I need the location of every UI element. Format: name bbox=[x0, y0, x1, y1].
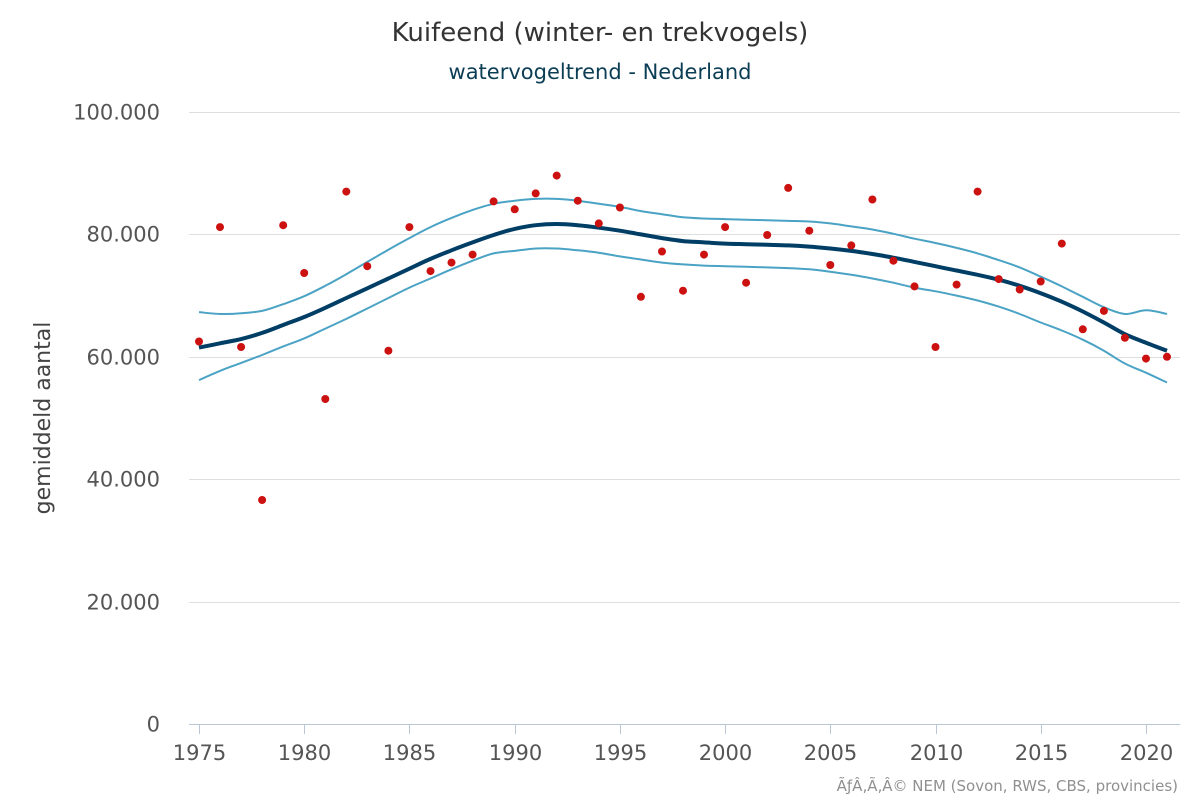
data-point bbox=[973, 187, 982, 196]
data-point bbox=[195, 337, 203, 346]
data-point bbox=[216, 223, 224, 232]
x-tick-label: 1990 bbox=[489, 741, 542, 765]
data-point bbox=[1142, 354, 1150, 363]
data-point bbox=[594, 219, 603, 228]
upper-bound-line bbox=[198, 197, 1168, 316]
data-point bbox=[1099, 306, 1108, 315]
x-tick-label: 2000 bbox=[699, 741, 752, 765]
data-point bbox=[1078, 325, 1087, 334]
data-point bbox=[763, 231, 772, 239]
x-tick-label: 2020 bbox=[1120, 741, 1173, 765]
chart-subtitle: watervogeltrend - Nederland bbox=[449, 60, 752, 84]
data-point bbox=[910, 282, 919, 291]
data-point bbox=[636, 292, 645, 301]
data-point bbox=[679, 286, 687, 295]
x-tick-label: 2015 bbox=[1015, 741, 1068, 765]
data-point bbox=[468, 250, 477, 259]
data-point bbox=[489, 197, 498, 206]
data-point bbox=[321, 395, 330, 403]
data-point bbox=[784, 183, 793, 192]
y-axis-ticks: 0 20.000 40.000 60.000 80.000 100.000 bbox=[73, 101, 160, 737]
series bbox=[198, 197, 1168, 384]
data-point bbox=[700, 250, 708, 259]
data-point bbox=[1036, 277, 1045, 286]
y-tick-label: 80.000 bbox=[87, 223, 160, 247]
x-tick-label: 1980 bbox=[278, 741, 331, 765]
data-point bbox=[510, 205, 519, 214]
data-point bbox=[342, 187, 351, 196]
data-point bbox=[868, 195, 877, 204]
data-point bbox=[826, 261, 835, 269]
y-tick-label: 40.000 bbox=[87, 468, 160, 492]
data-point bbox=[1015, 285, 1024, 294]
data-point bbox=[258, 496, 267, 504]
data-point bbox=[405, 223, 414, 232]
x-tick-label: 1995 bbox=[594, 741, 647, 765]
data-point bbox=[952, 280, 961, 289]
y-tick-label: 0 bbox=[147, 713, 160, 737]
data-point bbox=[1163, 352, 1171, 361]
lower-bound-line bbox=[198, 247, 1168, 384]
data-point bbox=[615, 203, 624, 212]
x-tick-label: 1975 bbox=[173, 741, 226, 765]
data-point bbox=[573, 196, 582, 205]
data-point bbox=[1120, 333, 1129, 342]
data-point bbox=[931, 343, 940, 351]
data-point bbox=[847, 241, 856, 250]
data-point bbox=[300, 269, 309, 277]
grid-lines bbox=[189, 112, 1180, 603]
credits-text: ÃƒÂ‚Ã‚Â© NEM (Sovon, RWS, CBS, provincie… bbox=[837, 776, 1178, 795]
x-tick-label: 1985 bbox=[383, 741, 436, 765]
data-point bbox=[237, 343, 246, 351]
trend-line bbox=[198, 221, 1168, 353]
data-point bbox=[994, 275, 1003, 284]
y-tick-label: 60.000 bbox=[87, 346, 160, 370]
x-tick-label: 2005 bbox=[804, 741, 857, 765]
data-point bbox=[1057, 239, 1066, 248]
data-point bbox=[552, 171, 561, 180]
data-point bbox=[889, 256, 898, 265]
y-axis-label: gemiddeld aantal bbox=[31, 322, 56, 515]
x-tick-label: 2010 bbox=[910, 741, 963, 765]
chart-title: Kuifeend (winter- en trekvogels) bbox=[392, 18, 809, 48]
data-point bbox=[363, 262, 372, 271]
data-point bbox=[658, 247, 666, 256]
data-point bbox=[805, 226, 814, 235]
data-point bbox=[426, 267, 435, 276]
data-point bbox=[384, 346, 393, 355]
data-point bbox=[447, 258, 456, 267]
data-point bbox=[279, 221, 288, 230]
data-point bbox=[742, 278, 751, 287]
y-tick-label: 100.000 bbox=[73, 101, 160, 125]
y-tick-label: 20.000 bbox=[87, 591, 160, 615]
data-point bbox=[721, 223, 730, 232]
data-points bbox=[195, 171, 1171, 504]
x-axis: 1975 1980 1985 1990 1995 2000 2005 2010 2015 2020 bbox=[173, 724, 1180, 765]
data-point bbox=[531, 189, 540, 198]
